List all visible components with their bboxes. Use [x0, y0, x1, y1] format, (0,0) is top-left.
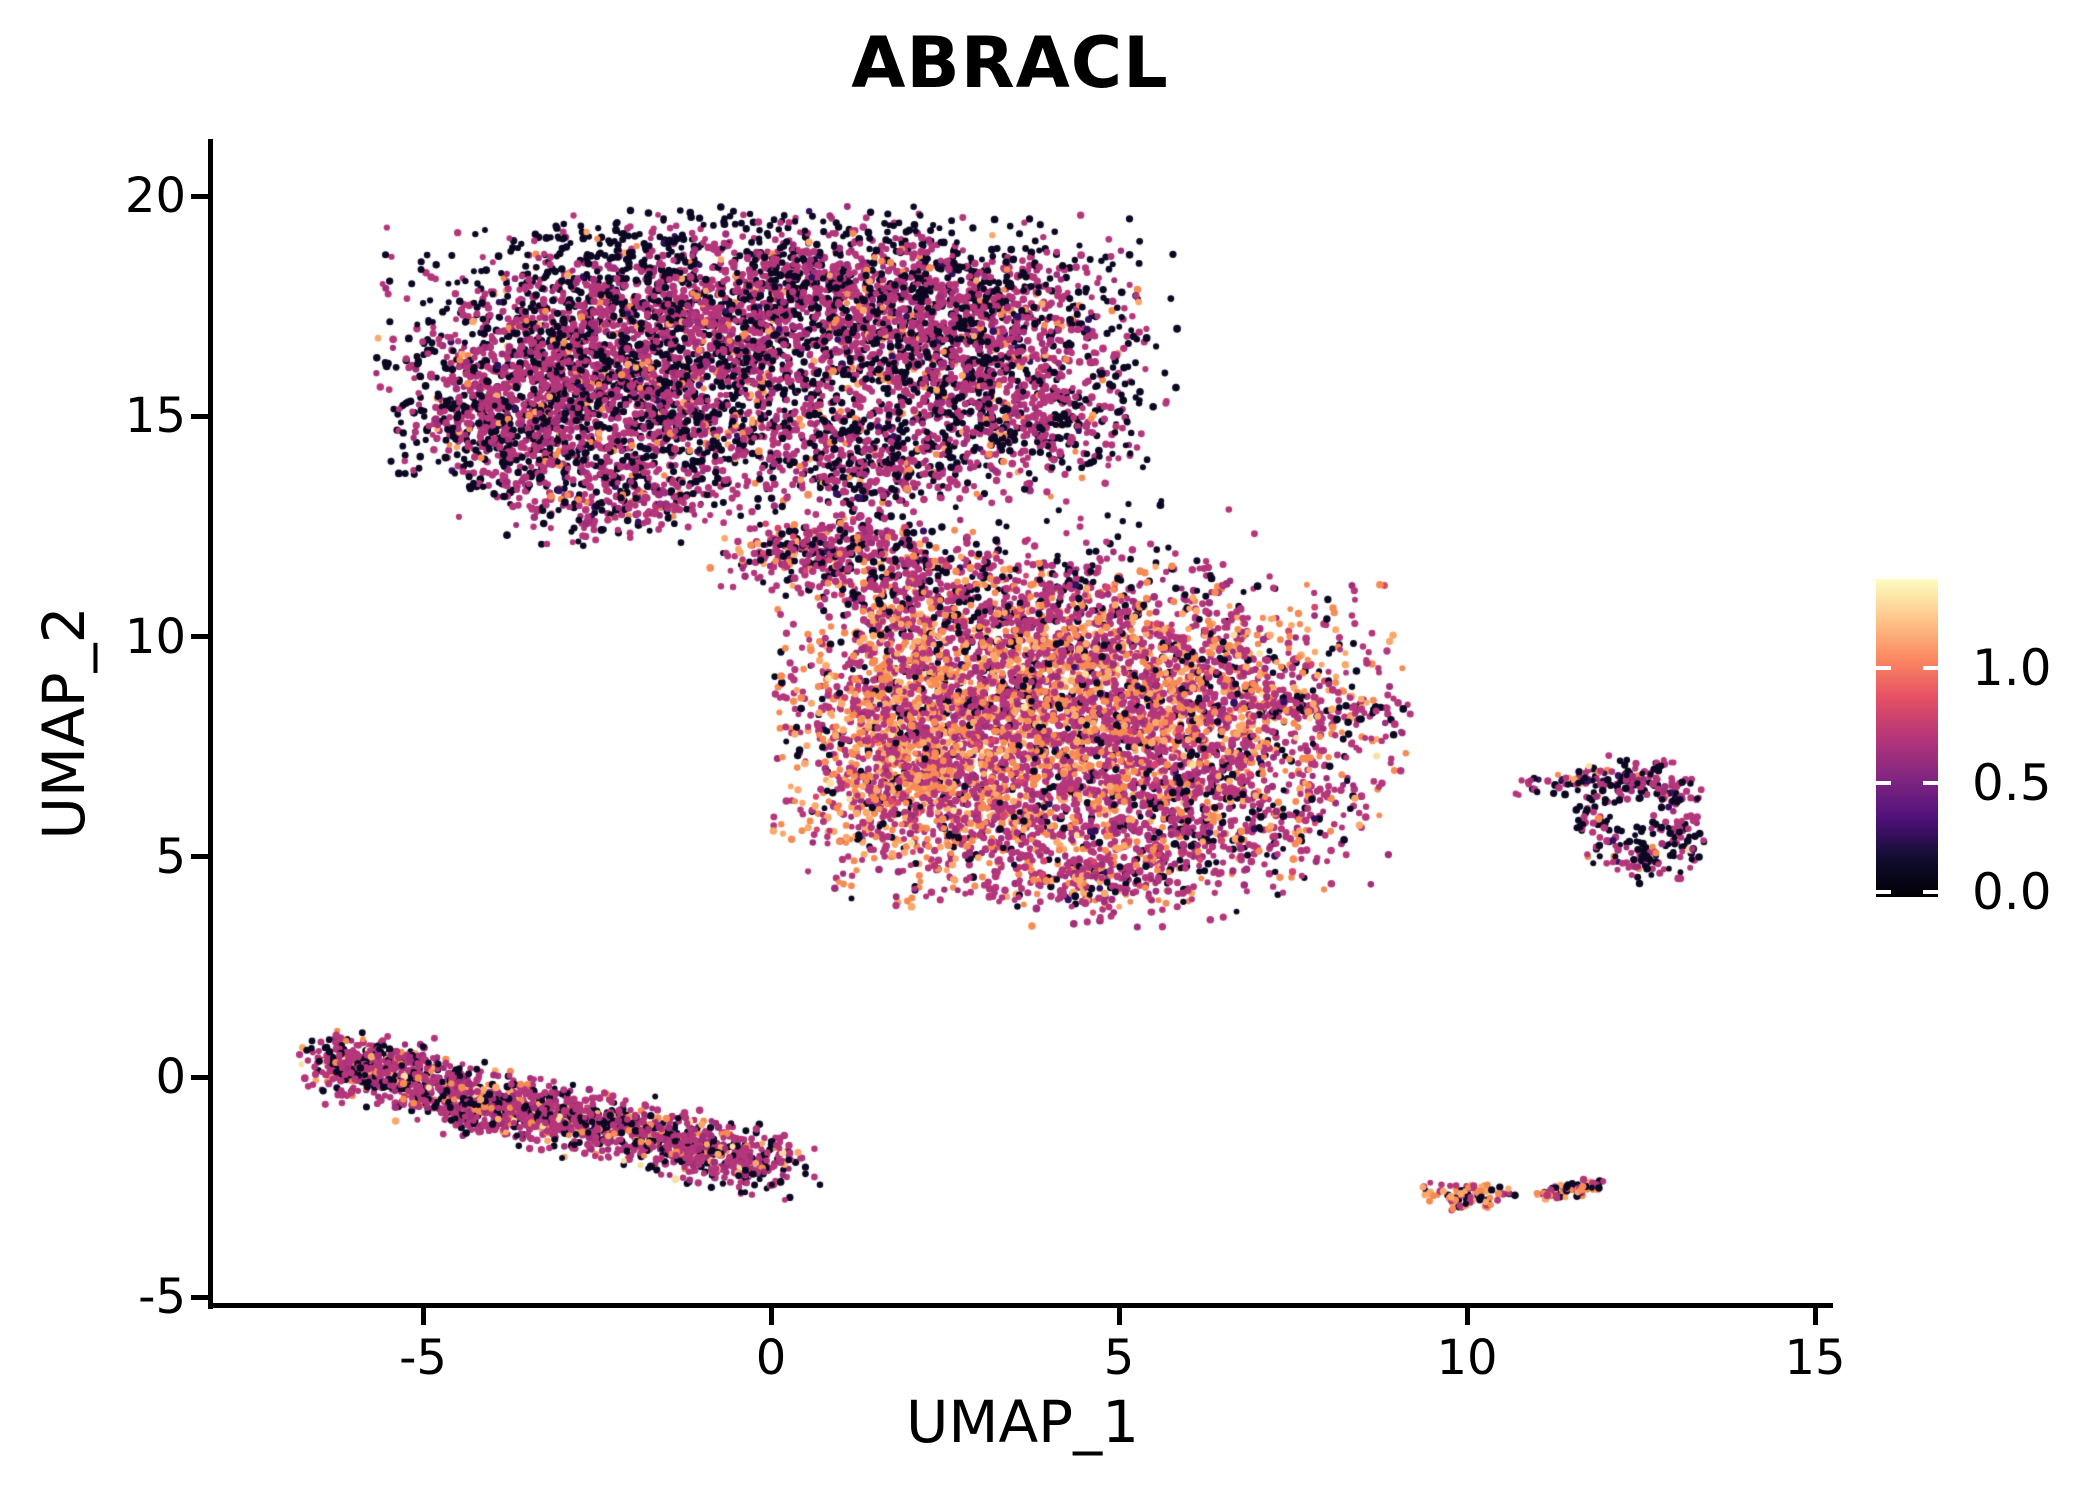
y-tick-mark — [191, 193, 208, 199]
x-tick-mark — [1812, 1308, 1818, 1325]
x-tick-label: 0 — [755, 1330, 787, 1386]
y-tick-label: 15 — [124, 388, 186, 445]
x-axis-label: UMAP_1 — [905, 1388, 1140, 1456]
y-tick-label: 5 — [155, 828, 186, 885]
colorbar-tick-label: 0.0 — [1972, 863, 2052, 921]
y-tick-mark — [191, 1294, 208, 1300]
x-tick-mark — [768, 1308, 774, 1325]
plot-title: ABRACL — [851, 22, 1169, 104]
x-axis-line — [208, 1303, 1833, 1308]
y-tick-mark — [191, 1074, 208, 1080]
y-tick-mark — [191, 854, 208, 860]
y-tick-label: 0 — [155, 1049, 186, 1105]
x-tick-label: -5 — [399, 1330, 447, 1386]
colorbar-gradient — [1876, 579, 1938, 897]
colorbar-tick-mark — [1923, 666, 1938, 671]
colorbar-tick-mark — [1876, 780, 1891, 785]
colorbar-tick-mark — [1923, 890, 1938, 894]
x-tick-mark — [1116, 1308, 1122, 1325]
x-tick-mark — [1464, 1308, 1470, 1325]
colorbar-tick-mark — [1923, 780, 1938, 785]
y-tick-label: -5 — [138, 1269, 186, 1326]
y-tick-mark — [191, 634, 208, 639]
colorbar-tick-mark — [1876, 666, 1891, 671]
colorbar-tick-label: 1.0 — [1972, 639, 2052, 698]
x-tick-mark — [420, 1308, 426, 1325]
y-axis-label: UMAP_2 — [30, 606, 98, 840]
y-axis-line — [208, 139, 213, 1309]
x-tick-label: 10 — [1436, 1330, 1498, 1386]
y-tick-mark — [191, 413, 208, 419]
colorbar — [1876, 579, 1938, 897]
x-tick-label: 15 — [1784, 1330, 1846, 1386]
x-tick-label: 5 — [1103, 1330, 1135, 1386]
y-tick-label: 20 — [124, 168, 186, 224]
colorbar-tick-mark — [1876, 890, 1891, 894]
y-tick-label: 10 — [124, 608, 186, 665]
colorbar-tick-label: 0.5 — [1972, 753, 2052, 812]
